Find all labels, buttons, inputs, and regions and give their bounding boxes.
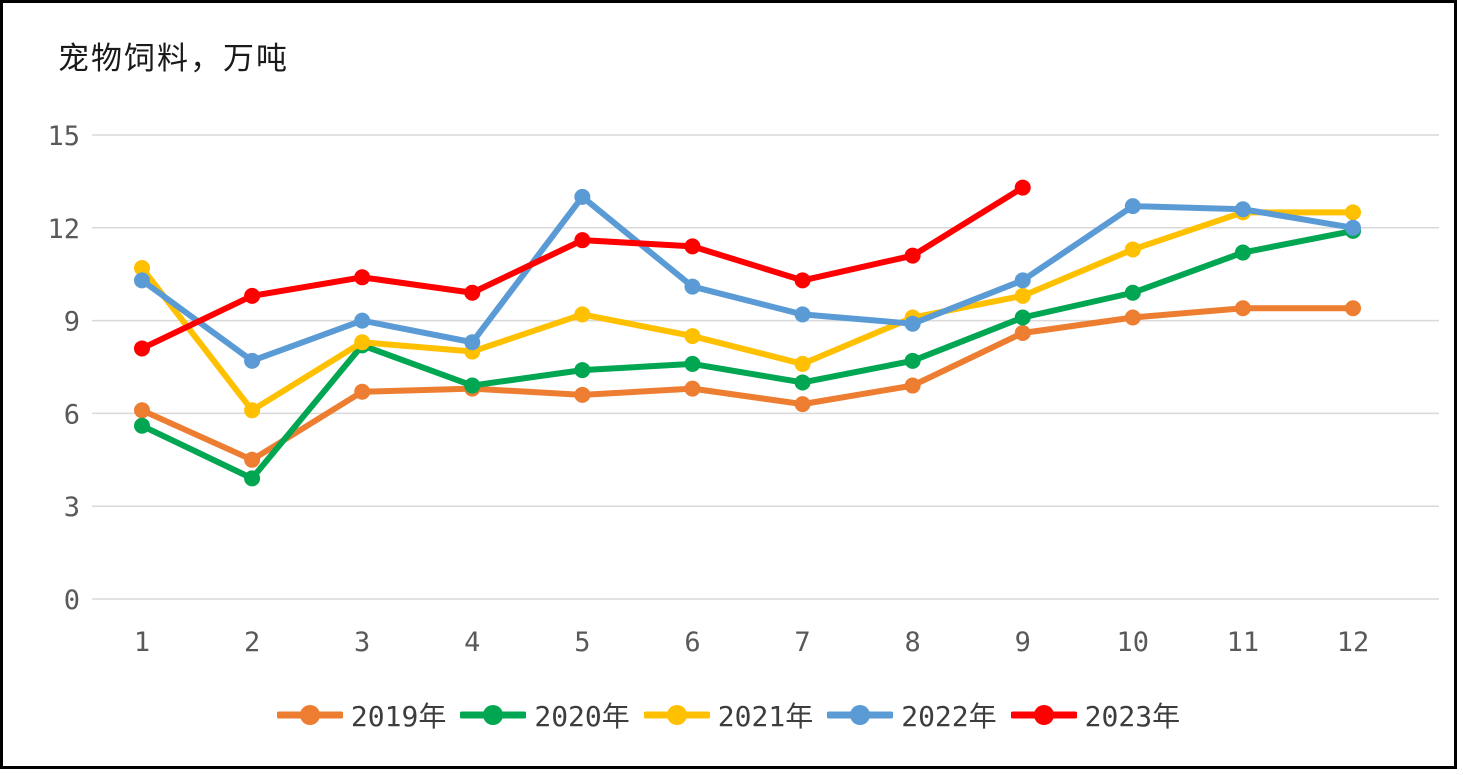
data-point-2022年 — [794, 306, 811, 323]
legend-label: 2023年 — [1084, 700, 1181, 733]
y-tick-label: 15 — [47, 121, 80, 152]
data-point-2021年 — [1124, 241, 1141, 258]
legend-item-2022年: 2022年 — [827, 695, 997, 735]
data-point-2023年 — [354, 269, 371, 286]
data-point-2021年 — [684, 328, 701, 345]
chart-legend: 2019年 2020年 2021年 2022年 2023年 — [3, 695, 1454, 735]
data-point-2019年 — [1345, 300, 1361, 317]
x-tick-label: 6 — [684, 627, 700, 658]
legend-marker-icon — [276, 705, 343, 725]
data-point-2019年 — [1014, 324, 1031, 341]
legend-label: 2020年 — [534, 700, 630, 733]
data-point-2019年 — [1234, 300, 1251, 317]
series-line-2021年 — [139, 209, 1356, 414]
data-point-2022年 — [684, 278, 701, 295]
data-point-2021年 — [1014, 287, 1031, 304]
data-point-2020年 — [464, 377, 481, 394]
x-tick-label: 3 — [354, 627, 370, 658]
data-point-2020年 — [1124, 284, 1141, 301]
y-tick-label: 12 — [47, 214, 80, 245]
data-point-2019年 — [904, 377, 921, 394]
data-point-2023年 — [904, 247, 921, 264]
x-tick-label: 2 — [244, 627, 260, 658]
data-point-2023年 — [684, 238, 701, 255]
data-point-2019年 — [1124, 309, 1141, 326]
x-tick-label: 4 — [464, 627, 480, 658]
x-tick-label: 11 — [1227, 627, 1260, 658]
legend-marker-icon — [1010, 705, 1077, 725]
data-point-2022年 — [354, 312, 371, 329]
series-line-2020年 — [139, 227, 1356, 482]
data-point-2022年 — [574, 188, 591, 205]
x-tick-label: 10 — [1117, 627, 1150, 658]
y-tick-label: 9 — [64, 307, 80, 338]
data-point-2020年 — [1234, 244, 1251, 261]
data-point-2019年 — [574, 386, 591, 403]
legend-marker-icon — [827, 705, 894, 725]
data-point-2020年 — [1014, 309, 1031, 326]
data-point-2020年 — [684, 355, 701, 372]
data-point-2023年 — [134, 340, 150, 357]
data-point-2020年 — [574, 362, 591, 379]
x-tick-label: 5 — [574, 627, 590, 658]
data-point-2023年 — [794, 272, 811, 289]
data-point-2023年 — [464, 284, 481, 301]
data-point-2021年 — [794, 355, 811, 372]
data-point-2022年 — [1345, 219, 1361, 236]
data-point-2022年 — [134, 272, 150, 289]
data-point-2019年 — [684, 380, 701, 397]
data-point-2019年 — [794, 396, 811, 413]
legend-marker-icon — [460, 705, 527, 725]
data-point-2023年 — [244, 287, 261, 304]
data-point-2022年 — [1014, 272, 1031, 289]
y-tick-label: 0 — [64, 585, 80, 616]
data-point-2020年 — [794, 374, 811, 391]
data-point-2021年 — [244, 402, 261, 419]
x-tick-label: 12 — [1337, 627, 1370, 658]
data-point-2022年 — [904, 315, 921, 332]
data-point-2022年 — [1124, 198, 1141, 215]
series-line-2022年 — [139, 193, 1356, 364]
y-tick-label: 3 — [64, 492, 80, 523]
legend-label: 2019年 — [350, 700, 447, 733]
legend-label: 2022年 — [901, 700, 997, 733]
data-point-2021年 — [1345, 204, 1361, 221]
legend-marker-icon — [643, 705, 710, 725]
data-point-2019年 — [354, 383, 371, 400]
legend-item-2023年: 2023年 — [1010, 695, 1181, 735]
legend-item-2021年: 2021年 — [643, 695, 814, 735]
data-point-2019年 — [244, 451, 261, 468]
data-point-2020年 — [134, 417, 150, 434]
legend-item-2019年: 2019年 — [276, 695, 447, 735]
data-point-2022年 — [244, 352, 261, 369]
legend-label: 2021年 — [717, 700, 814, 733]
x-tick-label: 9 — [1015, 627, 1031, 658]
data-point-2021年 — [134, 260, 150, 277]
chart-title: 宠物饲料，万吨 — [58, 41, 289, 76]
data-point-2020年 — [244, 470, 261, 487]
x-tick-label: 8 — [905, 627, 921, 658]
data-point-2022年 — [1234, 201, 1251, 218]
x-tick-label: 7 — [794, 627, 810, 658]
data-point-2023年 — [574, 232, 591, 249]
legend-item-2020年: 2020年 — [460, 695, 630, 735]
data-point-2020年 — [904, 352, 921, 369]
data-point-2023年 — [1014, 179, 1031, 196]
data-point-2019年 — [134, 402, 150, 419]
data-point-2022年 — [464, 334, 481, 351]
data-point-2021年 — [574, 306, 591, 323]
series-line-2019年 — [139, 305, 1356, 463]
y-tick-label: 6 — [64, 399, 80, 430]
data-point-2021年 — [354, 334, 371, 351]
x-tick-label: 1 — [134, 627, 150, 658]
